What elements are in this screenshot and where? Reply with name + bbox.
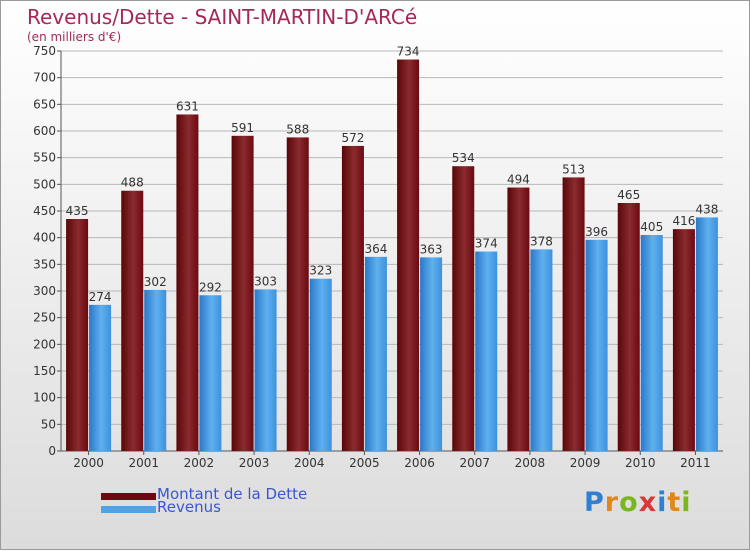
bar-revenus <box>585 239 608 451</box>
chart-subtitle: (en milliers d'€) <box>27 30 122 44</box>
bar-dette <box>176 114 199 451</box>
data-label-dette: 416 <box>672 214 695 228</box>
bar-revenus <box>530 249 553 451</box>
bar-revenus <box>144 289 167 451</box>
x-tick-label: 2009 <box>570 456 601 470</box>
y-tick-label: 450 <box>33 204 56 218</box>
data-label-revenus: 405 <box>640 220 663 234</box>
y-tick-label: 200 <box>33 337 56 351</box>
data-label-dette: 631 <box>176 99 199 113</box>
y-tick-label: 600 <box>33 124 56 138</box>
bar-dette <box>562 177 585 451</box>
legend-swatch-revenus <box>101 506 156 513</box>
x-tick-label: 2002 <box>184 456 215 470</box>
x-tick-label: 2006 <box>404 456 435 470</box>
y-tick-label: 500 <box>33 177 56 191</box>
data-label-dette: 488 <box>121 176 144 190</box>
data-label-revenus: 302 <box>144 275 167 289</box>
y-tick-label: 700 <box>33 71 56 85</box>
proxiti-logo: Proxiti <box>584 487 692 518</box>
bar-dette <box>507 187 530 452</box>
bar-revenus <box>254 289 277 451</box>
data-label-revenus: 323 <box>309 264 332 278</box>
data-label-revenus: 396 <box>585 225 608 239</box>
bar-revenus <box>640 235 663 451</box>
y-tick-label: 350 <box>33 257 56 271</box>
data-label-dette: 588 <box>286 122 309 136</box>
logo-letter-t: t <box>667 487 682 518</box>
bar-revenus <box>199 295 222 451</box>
bar-dette <box>672 229 695 451</box>
axes: 0 50 100 150 200 250 300 350 400 450 500 550 600 650 7… <box>33 44 723 470</box>
legend-swatch-dette <box>101 493 156 500</box>
x-tick-label: 2011 <box>680 456 711 470</box>
y-tick-label: 50 <box>41 417 56 431</box>
bar-dette <box>66 219 89 451</box>
y-tick-label: 150 <box>33 364 56 378</box>
y-tick-label: 550 <box>33 151 56 165</box>
x-tick-label: 2007 <box>459 456 490 470</box>
data-label-dette: 465 <box>617 188 640 202</box>
bar-dette <box>617 203 640 451</box>
x-tick-label: 2005 <box>349 456 380 470</box>
data-label-dette: 591 <box>231 121 254 135</box>
logo-letter-o: o <box>619 487 639 518</box>
bar-dette <box>231 135 254 452</box>
y-tick-label: 100 <box>33 391 56 405</box>
chart-title: Revenus/Dette - SAINT-MARTIN-D'ARCé <box>27 5 418 29</box>
data-label-revenus: 378 <box>530 234 553 248</box>
data-label-dette: 534 <box>452 151 475 165</box>
x-tick-label: 2003 <box>239 456 270 470</box>
bar-dette <box>286 137 309 451</box>
data-label-revenus: 374 <box>475 237 498 251</box>
legend-label-dette: Montant de la Dette <box>157 485 308 503</box>
bar-revenus <box>695 217 718 451</box>
data-label-revenus: 438 <box>695 202 718 216</box>
bar-dette <box>397 59 420 452</box>
bar-revenus <box>420 257 443 451</box>
data-label-dette: 513 <box>562 162 585 176</box>
y-tick-label: 750 <box>33 44 56 58</box>
data-label-revenus: 303 <box>254 274 277 288</box>
bar-dette <box>121 190 144 451</box>
logo-letter-x: x <box>638 487 658 518</box>
y-tick-label: 400 <box>33 231 56 245</box>
logo-letter-i1: i <box>657 487 668 518</box>
bar-revenus <box>89 304 112 451</box>
bar-revenus <box>475 251 498 451</box>
data-label-dette: 494 <box>507 173 530 187</box>
x-tick-label: 2000 <box>73 456 104 470</box>
y-tick-label: 0 <box>48 444 56 458</box>
y-tick-label: 250 <box>33 311 56 325</box>
data-label-dette: 572 <box>341 131 364 145</box>
data-label-dette: 734 <box>397 45 420 59</box>
bar-dette <box>341 145 364 451</box>
legend-label-revenus: Revenus <box>157 498 221 516</box>
x-tick-label: 2001 <box>128 456 159 470</box>
x-tick-label: 2010 <box>625 456 656 470</box>
data-labels: 435 274 488 302 631 292 591 303 588 323 572 364 734 3… <box>66 45 719 304</box>
data-label-dette: 435 <box>66 204 89 218</box>
x-tick-label: 2008 <box>515 456 546 470</box>
logo-letter-p: P <box>584 487 605 518</box>
data-label-revenus: 274 <box>89 290 112 304</box>
data-label-revenus: 364 <box>364 242 387 256</box>
bars <box>66 59 718 452</box>
logo-letter-i2: i <box>681 487 692 518</box>
y-tick-label: 300 <box>33 284 56 298</box>
data-label-revenus: 292 <box>199 280 222 294</box>
bar-revenus <box>309 278 332 451</box>
logo-letter-r: r <box>604 487 620 518</box>
bar-revenus <box>364 256 387 451</box>
data-label-revenus: 363 <box>420 242 443 256</box>
bar-dette <box>452 166 475 451</box>
x-tick-label: 2004 <box>294 456 325 470</box>
y-tick-label: 650 <box>33 97 56 111</box>
